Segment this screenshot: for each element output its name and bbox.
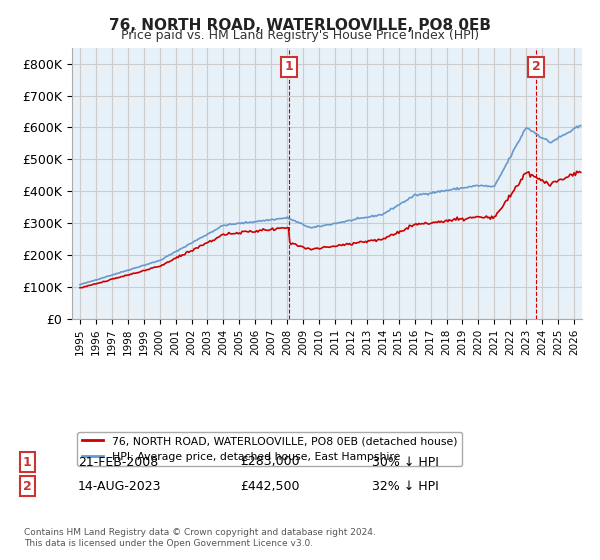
Text: 2: 2: [532, 60, 541, 73]
Text: 1: 1: [23, 455, 31, 469]
Text: 21-FEB-2008: 21-FEB-2008: [78, 455, 158, 469]
Text: 14-AUG-2023: 14-AUG-2023: [78, 479, 161, 493]
Text: 32% ↓ HPI: 32% ↓ HPI: [372, 479, 439, 493]
Text: 1: 1: [285, 60, 293, 73]
Text: Contains HM Land Registry data © Crown copyright and database right 2024.
This d: Contains HM Land Registry data © Crown c…: [24, 528, 376, 548]
Text: £442,500: £442,500: [240, 479, 299, 493]
Text: Price paid vs. HM Land Registry's House Price Index (HPI): Price paid vs. HM Land Registry's House …: [121, 29, 479, 42]
Legend: 76, NORTH ROAD, WATERLOOVILLE, PO8 0EB (detached house), HPI: Average price, det: 76, NORTH ROAD, WATERLOOVILLE, PO8 0EB (…: [77, 432, 462, 466]
Text: 2: 2: [23, 479, 31, 493]
Text: 76, NORTH ROAD, WATERLOOVILLE, PO8 0EB: 76, NORTH ROAD, WATERLOOVILLE, PO8 0EB: [109, 18, 491, 33]
Text: £283,000: £283,000: [240, 455, 299, 469]
Text: 30% ↓ HPI: 30% ↓ HPI: [372, 455, 439, 469]
